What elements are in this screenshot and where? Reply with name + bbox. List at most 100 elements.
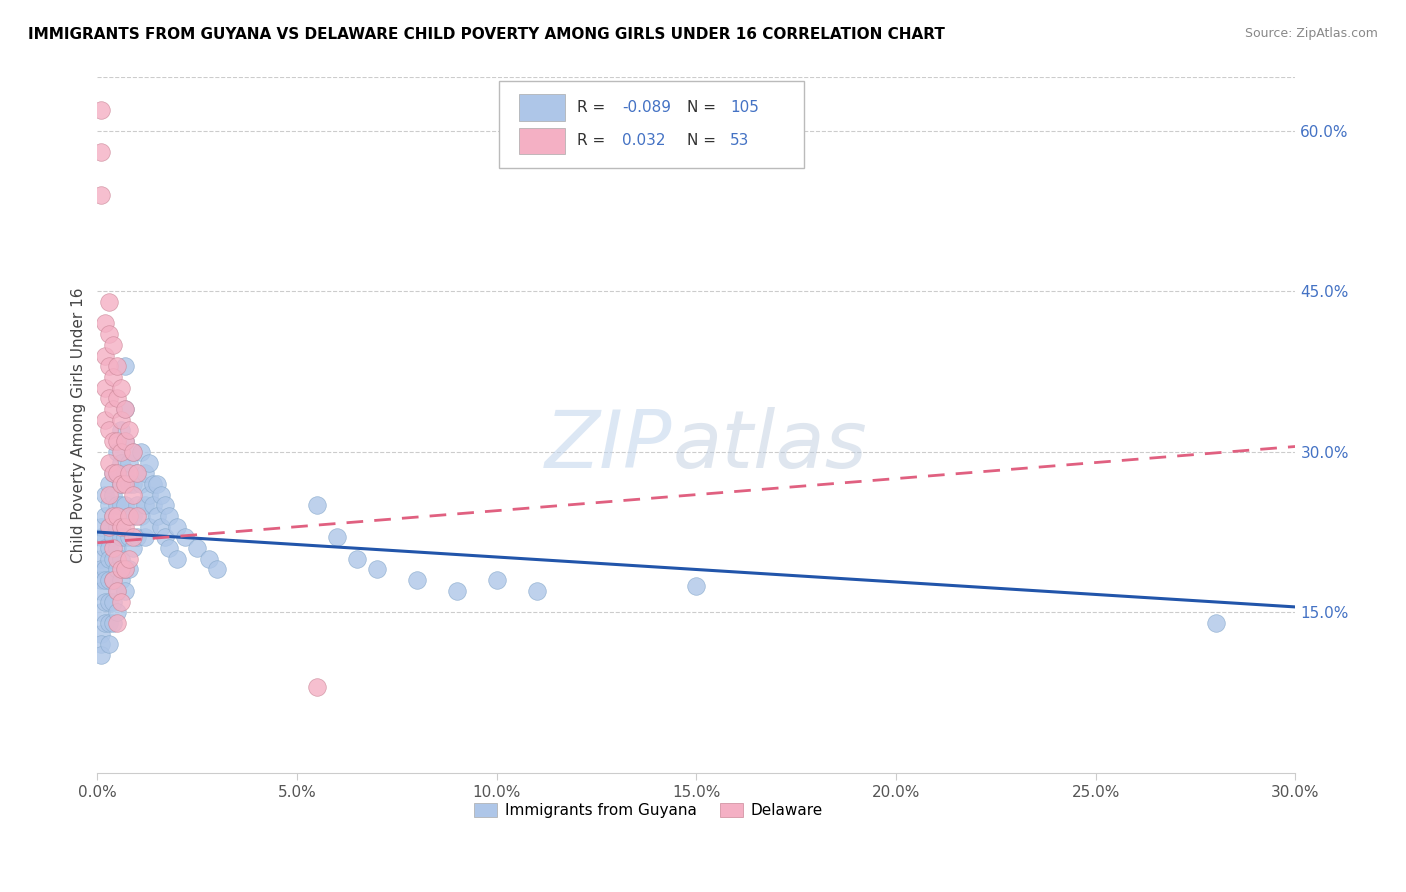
Text: 53: 53 xyxy=(730,133,749,148)
Point xyxy=(103,488,125,502)
Point xyxy=(105,519,128,533)
Point xyxy=(110,445,132,459)
Text: -0.089: -0.089 xyxy=(621,100,671,115)
Point xyxy=(98,477,121,491)
Point xyxy=(98,541,121,555)
Point xyxy=(103,467,125,481)
Point xyxy=(105,445,128,459)
Point xyxy=(98,573,121,587)
Point xyxy=(94,317,117,331)
Point xyxy=(146,477,169,491)
Point xyxy=(127,498,149,512)
Point xyxy=(105,467,128,481)
Text: N =: N = xyxy=(686,100,721,115)
Point xyxy=(114,530,136,544)
Point xyxy=(146,508,169,523)
Point xyxy=(103,338,125,352)
Point xyxy=(118,562,141,576)
Point xyxy=(118,530,141,544)
Point xyxy=(103,370,125,384)
Text: R =: R = xyxy=(576,133,610,148)
Point xyxy=(127,530,149,544)
Point xyxy=(90,637,112,651)
Point xyxy=(685,578,707,592)
Point xyxy=(110,498,132,512)
Point xyxy=(110,477,132,491)
Point xyxy=(105,541,128,555)
Point xyxy=(98,456,121,470)
Point xyxy=(90,103,112,117)
Point xyxy=(346,551,368,566)
Point xyxy=(94,349,117,363)
Point xyxy=(114,402,136,417)
Point xyxy=(94,381,117,395)
Point xyxy=(110,519,132,533)
Point xyxy=(114,434,136,449)
Point xyxy=(90,562,112,576)
Point xyxy=(90,605,112,619)
Point xyxy=(105,615,128,630)
Point xyxy=(122,530,145,544)
Point xyxy=(103,434,125,449)
Point xyxy=(90,145,112,160)
Point xyxy=(138,519,160,533)
Text: N =: N = xyxy=(686,133,721,148)
Point xyxy=(105,467,128,481)
Point xyxy=(98,327,121,342)
Point xyxy=(90,188,112,202)
Point xyxy=(105,359,128,374)
Point xyxy=(98,498,121,512)
Point xyxy=(138,488,160,502)
Point xyxy=(150,519,173,533)
Point xyxy=(205,562,228,576)
Point xyxy=(118,508,141,523)
Point xyxy=(114,402,136,417)
Point xyxy=(110,477,132,491)
Point xyxy=(103,573,125,587)
FancyBboxPatch shape xyxy=(499,81,804,168)
Point xyxy=(114,583,136,598)
Point xyxy=(94,594,117,608)
Point xyxy=(366,562,388,576)
Point xyxy=(129,445,152,459)
Point xyxy=(94,615,117,630)
Point xyxy=(122,508,145,523)
Point xyxy=(98,637,121,651)
FancyBboxPatch shape xyxy=(519,95,565,120)
Point xyxy=(127,467,149,481)
Point xyxy=(103,615,125,630)
Point xyxy=(98,551,121,566)
Text: 0.032: 0.032 xyxy=(621,133,665,148)
Point xyxy=(118,551,141,566)
Y-axis label: Child Poverty Among Girls Under 16: Child Poverty Among Girls Under 16 xyxy=(72,287,86,563)
Point xyxy=(134,467,156,481)
Point xyxy=(155,498,177,512)
Point xyxy=(103,530,125,544)
Point xyxy=(105,551,128,566)
Point xyxy=(122,541,145,555)
Point xyxy=(122,488,145,502)
Point xyxy=(98,488,121,502)
Point xyxy=(90,626,112,640)
Point xyxy=(114,562,136,576)
Point xyxy=(114,434,136,449)
Point xyxy=(110,573,132,587)
Point xyxy=(105,562,128,576)
Point xyxy=(90,573,112,587)
Point xyxy=(129,508,152,523)
Point xyxy=(110,530,132,544)
Point xyxy=(127,467,149,481)
Point xyxy=(94,413,117,427)
Point xyxy=(103,508,125,523)
Point xyxy=(90,583,112,598)
Point xyxy=(98,594,121,608)
Point xyxy=(105,434,128,449)
Point xyxy=(166,551,188,566)
Point xyxy=(94,488,117,502)
Point xyxy=(114,562,136,576)
Point xyxy=(198,551,221,566)
Text: IMMIGRANTS FROM GUYANA VS DELAWARE CHILD POVERTY AMONG GIRLS UNDER 16 CORRELATIO: IMMIGRANTS FROM GUYANA VS DELAWARE CHILD… xyxy=(28,27,945,42)
Point xyxy=(94,541,117,555)
Point xyxy=(150,488,173,502)
Point xyxy=(114,467,136,481)
